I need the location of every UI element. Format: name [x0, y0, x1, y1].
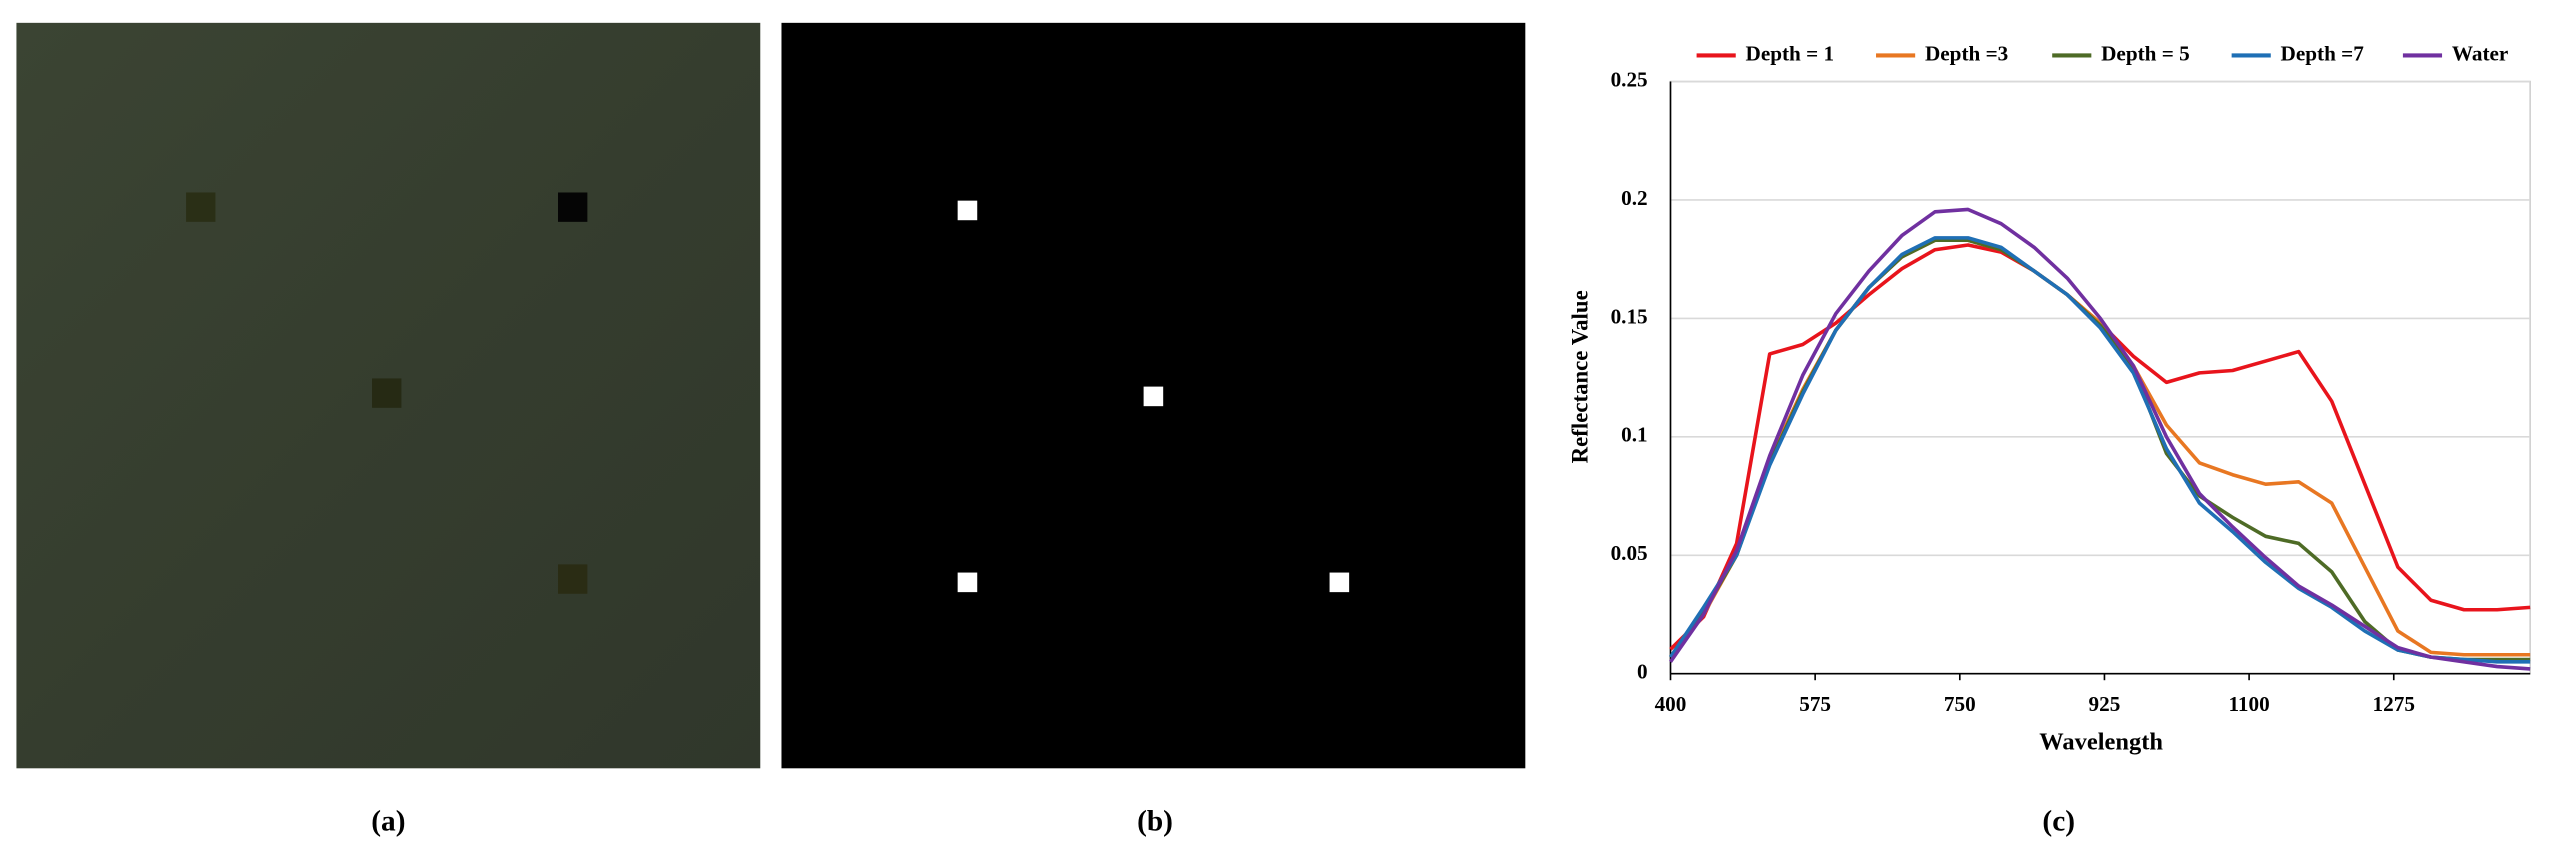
y-tick-label: 0.1 [1621, 423, 1647, 447]
series-line [1669, 238, 2531, 659]
x-tick-label: 1100 [2228, 692, 2269, 716]
series-line [1669, 207, 2531, 671]
x-tick-label: 750 [1944, 692, 1976, 716]
y-tick-label: 0.2 [1621, 186, 1647, 210]
x-tick-label: 400 [1655, 692, 1687, 716]
legend-label: Water [2452, 41, 2508, 65]
plot-frame [1669, 80, 2531, 675]
x-tick-label: 925 [2089, 692, 2121, 716]
mask-patch [957, 572, 978, 593]
panel-a [16, 22, 761, 769]
y-tick-label: 0.05 [1611, 541, 1648, 565]
x-axis-title: Wavelength [2039, 728, 2163, 755]
series-line [1668, 236, 2531, 664]
mask-patch [957, 200, 978, 221]
target-patch [558, 192, 588, 222]
mask-patch [1329, 572, 1350, 593]
legend-label: Depth = 5 [2101, 41, 2190, 65]
y-axis-title: Reflectance Value [1568, 290, 1593, 463]
legend-label: Depth =3 [1925, 41, 2008, 65]
mask-patch [1143, 386, 1164, 407]
legend-label: Depth =7 [2281, 41, 2365, 65]
legend-label: Depth = 1 [1746, 41, 1835, 65]
y-tick-label: 0.15 [1611, 304, 1648, 328]
series-line [1669, 238, 2531, 662]
y-tick-label: 0 [1637, 660, 1648, 684]
panel-label: (b) [1137, 806, 1173, 838]
series-line [1669, 243, 2531, 651]
target-patch [186, 192, 216, 222]
panel-label: (c) [2042, 806, 2075, 838]
x-tick-label: 1275 [2373, 692, 2415, 716]
x-tick-label: 575 [1799, 692, 1831, 716]
panel-b [781, 22, 1526, 769]
target-patch [372, 378, 402, 408]
target-patch [558, 564, 588, 594]
y-tick-label: 0.25 [1611, 67, 1648, 91]
panel-label: (a) [371, 806, 405, 838]
